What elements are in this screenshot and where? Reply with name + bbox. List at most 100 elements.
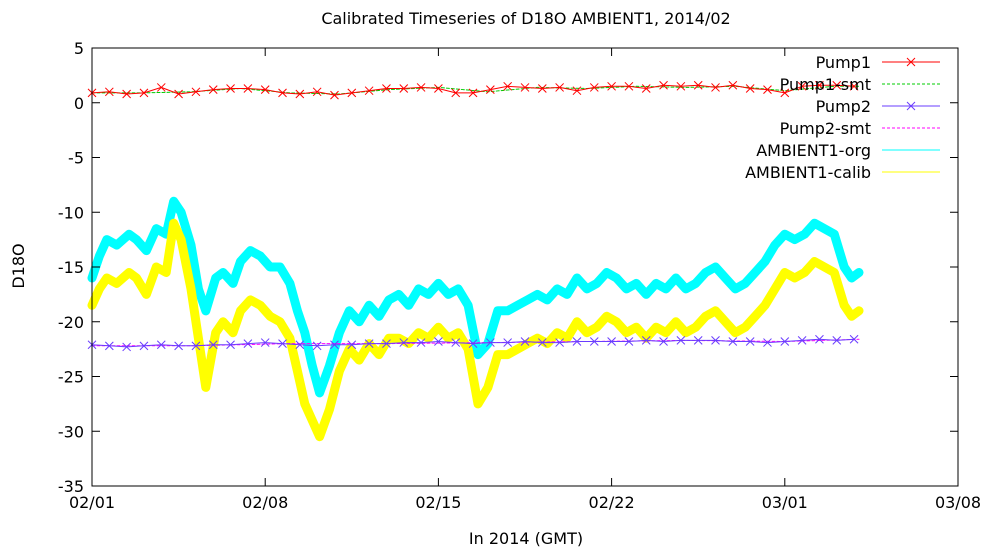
y-tick-label: -10	[58, 203, 84, 222]
data-point-pump1	[295, 89, 305, 99]
y-tick-label: -25	[58, 368, 84, 387]
data-point-pump1	[676, 81, 686, 91]
data-point-pump1	[226, 84, 235, 93]
data-point-pump1	[312, 87, 322, 97]
data-point-pump2	[555, 338, 564, 347]
y-tick-label: 5	[74, 39, 84, 58]
data-point-pump1	[555, 83, 564, 92]
data-point-pump1	[849, 81, 859, 91]
data-point-pump2	[728, 337, 738, 346]
data-point-pump1	[797, 81, 807, 91]
data-point-pump1	[468, 88, 478, 98]
y-tick-label: -15	[58, 258, 84, 277]
legend-label-pump2-smt: Pump2-smt	[780, 119, 871, 138]
data-point-pump2	[156, 340, 166, 350]
data-point-pump1	[711, 83, 720, 92]
legend-label-pump2: Pump2	[816, 97, 871, 116]
legend-label-pump1-smt: Pump1-smt	[780, 75, 871, 94]
data-point-pump2	[589, 337, 599, 346]
data-point-pump1	[208, 85, 218, 94]
data-point-pump2	[434, 337, 443, 346]
data-point-pump1	[347, 88, 357, 98]
data-point-pump2	[278, 339, 287, 349]
data-point-pump2	[208, 340, 218, 350]
data-point-pump1	[364, 86, 374, 96]
data-point-pump2	[191, 341, 201, 351]
series-line-ambient1-calib	[87, 218, 864, 442]
data-point-pump1	[728, 80, 738, 90]
data-point-pump2	[503, 338, 513, 347]
data-point-pump1	[434, 84, 443, 93]
y-tick-label: -30	[58, 422, 84, 441]
y-tick-label: -20	[58, 313, 84, 332]
data-point-pump1	[139, 88, 149, 98]
data-point-pump2	[537, 338, 547, 347]
y-axis-label: D18O	[9, 243, 28, 288]
x-axis-label: In 2014 (GMT)	[469, 529, 583, 548]
data-point-pump2	[641, 336, 651, 345]
data-point-pump1	[260, 85, 270, 94]
data-point-pump2	[364, 339, 374, 349]
data-point-pump1	[382, 84, 391, 93]
legend-label-ambient1-org: AMBIENT1-org	[756, 141, 871, 160]
data-point-pump1	[174, 89, 183, 99]
data-point-pump2	[347, 340, 357, 350]
data-point-pump2	[312, 341, 322, 351]
data-point-pump2	[797, 336, 807, 345]
data-point-pump2	[104, 341, 114, 351]
data-point-pump2	[382, 339, 391, 349]
legend-label-ambient1-calib: AMBIENT1-calib	[745, 163, 871, 182]
data-point-pump1	[399, 84, 409, 93]
y-tick-label: -35	[58, 477, 84, 496]
data-point-pump2	[243, 339, 253, 349]
data-point-pump1	[191, 87, 201, 97]
data-point-pump1	[641, 84, 651, 93]
y-tick-label: 0	[74, 94, 84, 113]
y-tick-label: -5	[68, 149, 84, 168]
data-point-pump1	[122, 89, 131, 99]
x-tick-label: 02/22	[589, 493, 635, 512]
data-point-pump1	[243, 84, 253, 93]
data-point-pump1	[486, 85, 495, 94]
data-point-pump2	[711, 336, 720, 345]
data-point-pump2	[607, 337, 616, 346]
x-tick-label: 03/01	[762, 493, 808, 512]
chart-title: Calibrated Timeseries of D18O AMBIENT1, …	[321, 9, 730, 28]
data-point-pump2	[399, 338, 409, 347]
data-point-pump1	[815, 80, 824, 90]
data-point-pump1	[624, 81, 634, 91]
data-point-pump1	[451, 88, 461, 98]
data-point-pump2	[815, 334, 824, 344]
data-point-pump2	[260, 338, 270, 347]
data-point-pump1	[416, 83, 426, 92]
data-point-pump2	[174, 341, 183, 351]
data-point-pump2	[780, 337, 790, 346]
data-point-pump2	[572, 337, 582, 346]
series-line-ambient1-org	[87, 196, 864, 398]
data-point-pump1	[745, 84, 755, 93]
data-point-pump2	[295, 340, 305, 350]
data-point-pump1	[503, 81, 513, 91]
data-point-pump2	[486, 338, 495, 347]
data-point-pump1	[572, 86, 582, 96]
data-point-pump1	[520, 83, 530, 92]
data-point-pump2	[849, 334, 859, 344]
data-point-pump2	[416, 338, 426, 347]
data-point-pump1	[537, 84, 547, 93]
data-point-pump1	[156, 83, 166, 92]
data-point-pump1	[589, 83, 599, 92]
data-point-pump2	[139, 341, 149, 351]
data-point-pump2	[330, 340, 339, 350]
data-point-pump1	[659, 80, 668, 90]
data-point-pump2	[676, 336, 686, 345]
data-point-pump1	[330, 90, 339, 100]
data-point-pump1	[763, 85, 772, 94]
x-tick-label: 02/01	[69, 493, 115, 512]
data-point-pump2	[226, 340, 235, 350]
data-point-pump2	[659, 337, 668, 346]
x-tick-label: 02/15	[415, 493, 461, 512]
data-point-pump2	[520, 337, 530, 346]
data-point-pump2	[451, 338, 461, 347]
